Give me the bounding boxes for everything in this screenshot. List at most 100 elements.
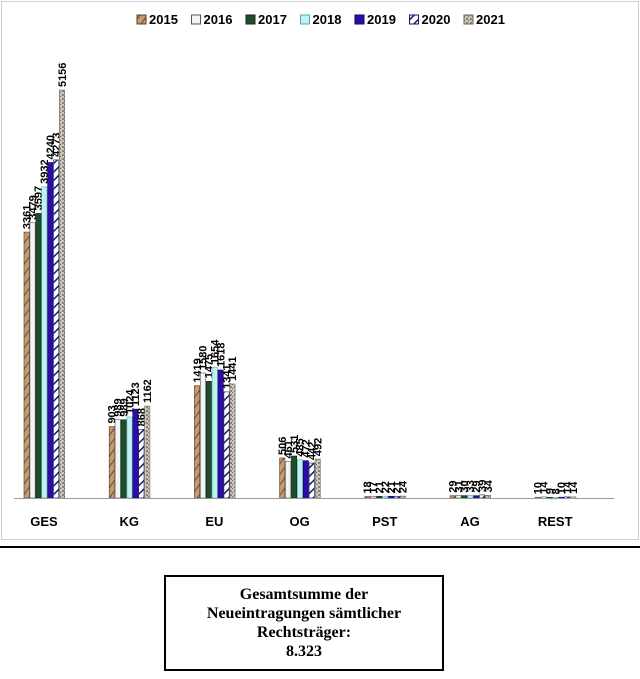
data-label-OG-2015: 506 [277,437,289,455]
bar-KG-2020 [138,429,145,499]
bar-AG-2017 [461,495,468,499]
data-label-REST-2021: 14 [568,481,580,494]
bar-KG-2015 [108,426,115,499]
category-label-EU: EU [205,514,223,529]
data-label-PST-2018: 22 [380,481,392,493]
legend-label-2020: 2020 [422,12,451,27]
summary-box: Gesamtsumme der Neueintragungen sämtlich… [164,575,444,671]
bar-EU-2021 [229,383,236,499]
chart-legend: 2015 2016 2017 2018 2019 2020 2021 [136,12,505,27]
bars-group: 3361347935973932424042735156903989989102… [21,63,580,500]
legend-swatch-2021 [463,14,474,25]
bar-EU-2017 [205,380,212,499]
legend-label-2016: 2016 [204,12,233,27]
data-label-AG-2020: 39 [477,480,489,492]
data-label-PST-2015: 18 [362,481,374,493]
summary-line-2: Neueintragungen sämtlicher [206,605,402,622]
data-label-AG-2018: 33 [465,480,477,492]
legend-label-2017: 2017 [258,12,287,27]
chart-area: 2015 2016 2017 2018 2019 2020 2021 3361 3479 359… [1,1,639,540]
bar-OG-2021 [314,458,321,499]
bar-AG-2019 [473,495,480,499]
data-label-AG-2016: 31 [453,480,465,492]
category-label-OG: OG [289,514,309,529]
data-label-REST-2019: 10 [556,482,568,494]
bar-AG-2020 [479,494,486,499]
data-label-KG-2021: 1162 [142,379,154,403]
data-label-GES-2019: 4240 [45,135,57,159]
bar-AG-2021 [485,495,491,499]
bar-GES-2021 [59,89,66,499]
bar-EU-2020 [223,391,230,499]
bar-OG-2019 [302,460,309,499]
data-label-PST-2016: 17 [368,481,380,493]
data-label-EU-2018: 1654 [210,339,222,364]
legend-swatch-2020 [409,14,419,25]
data-label-PST-2017: 21 [374,481,386,493]
bar-KG-2021 [144,405,151,499]
data-label-OG-2020: 442 [307,442,319,460]
data-label-GES-2021: 5156 [57,63,69,87]
data-label-OG-2019: 472 [301,439,313,457]
bar-EU-2018 [211,366,218,499]
data-label-OG-2021: 492 [312,438,324,456]
bar-EU-2016 [200,372,206,499]
legend-label-2018: 2018 [313,12,342,27]
bar-KG-2016 [114,419,121,499]
data-label-AG-2021: 34 [483,479,495,492]
data-label-KG-2016: 989 [113,398,125,416]
bar-OG-2017 [291,455,297,499]
category-label-AG: AG [460,514,480,529]
legend-swatch-2018 [300,14,310,25]
data-label-REST-2020: 14 [562,481,574,494]
bar-PST-2018 [382,495,389,499]
legend-label-2019: 2019 [367,12,396,27]
bar-PST-2015 [364,496,371,499]
category-label-REST: REST [538,514,573,529]
bar-OG-2020 [308,462,315,499]
data-label-KG-2018: 1024 [124,389,136,414]
data-label-KG-2015: 903 [107,405,119,423]
bar-AG-2015 [449,495,456,499]
bar-AG-2018 [467,495,474,499]
bar-GES-2018 [41,186,48,499]
bar-KG-2018 [126,416,133,499]
bar-PST-2016 [370,496,377,499]
data-label-AG-2015: 29 [447,480,459,492]
data-label-OG-2016: 461 [283,440,295,458]
bar-PST-2020 [393,496,400,499]
summary-line-3: Rechtsträger: [256,624,352,641]
data-label-PST-2020: 21 [392,481,404,493]
bar-GES-2019 [47,162,54,499]
bar-OG-2016 [285,461,292,499]
bar-chart: 2015 2016 2017 2018 2019 2020 2021 33613479359… [14,12,614,529]
legend-label-2015: 2015 [149,12,178,27]
bar-AG-2016 [455,495,462,499]
legend-swatch-2015 [136,14,147,25]
data-label-KG-2017: 989 [118,398,130,416]
summary-total: 8.323 [286,643,322,660]
data-label-OG-2018: 485 [295,438,307,456]
data-label-EU-2016: 1580 [198,346,210,370]
summary-line-1: Gesamtsumme der [239,586,369,603]
legend-swatch-2016 [191,14,201,25]
data-label-REST-2015: 10 [533,482,545,494]
data-label-REST-2018: 8 [550,488,562,494]
bar-GES-2015 [23,231,30,499]
data-label-REST-2017: 9 [544,488,556,494]
bar-PST-2021 [399,495,406,499]
bar-GES-2017 [35,213,42,499]
bar-OG-2015 [279,457,286,499]
bar-KG-2017 [120,419,127,499]
bar-PST-2019 [388,496,394,499]
data-label-AG-2017: 30 [459,480,471,492]
data-label-KG-2019: 1123 [130,382,142,406]
data-label-OG-2017: 531 [289,435,301,453]
bar-PST-2017 [376,496,383,499]
data-label-EU-2020: 1341 [221,364,233,388]
data-label-EU-2019: 1618 [215,342,227,366]
data-label-EU-2021: 1441 [227,356,239,380]
x-axis: GES KG EU OG PST AG REST [14,498,614,529]
legend-label-2021: 2021 [476,12,505,27]
bar-GES-2020 [53,159,60,499]
